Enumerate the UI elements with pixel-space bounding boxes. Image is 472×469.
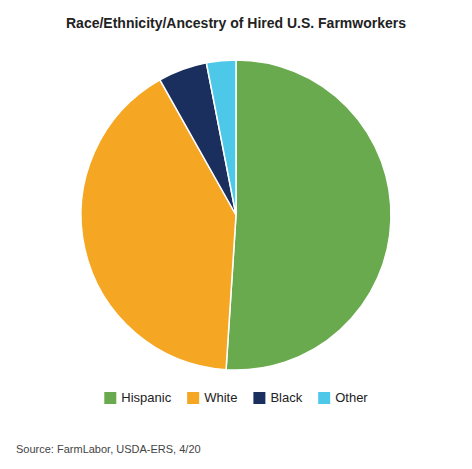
legend-item: White [187,390,237,405]
legend-label: Hispanic [121,390,171,405]
pie [81,60,391,370]
pie-slice [226,60,391,370]
legend-label: White [204,390,237,405]
legend-swatch [318,392,330,404]
legend-item: Other [318,390,368,405]
title: Race/Ethnicity/Ancestry of Hired U.S. Fa… [66,15,406,31]
legend-label: Black [270,390,302,405]
chart-root: Race/Ethnicity/Ancestry of Hired U.S. Fa… [0,0,472,469]
legend-swatch [253,392,265,404]
pie-slice [206,60,236,215]
legend-swatch [104,392,116,404]
legend: Hispanic White Black Other [104,390,368,405]
legend-item: Black [253,390,302,405]
legend-swatch [187,392,199,404]
annotation: Source: FarmLabor, USDA-ERS, 4/20 [16,443,201,455]
legend-item: Hispanic [104,390,171,405]
legend-label: Other [335,390,368,405]
